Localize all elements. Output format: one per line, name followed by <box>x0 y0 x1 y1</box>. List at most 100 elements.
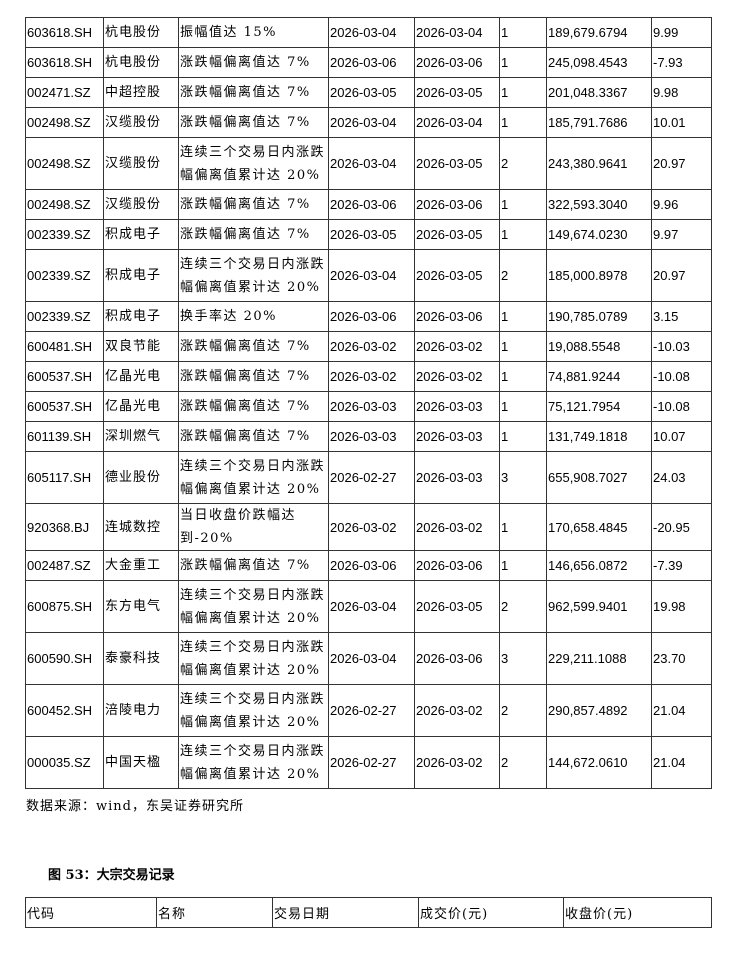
header-deal-price: 成交价(元) <box>418 897 564 928</box>
stock-code-cell: 600537.SH <box>25 361 104 392</box>
start-date-cell: 2026-03-04 <box>328 137 415 190</box>
header-close-price: 收盘价(元) <box>563 897 712 928</box>
count-cell: 1 <box>499 301 547 332</box>
amount-cell: 170,658.4845 <box>546 503 652 551</box>
start-date-cell: 2026-03-04 <box>328 249 415 302</box>
reason-cell: 连续三个交易日内涨跌幅偏离值累计达 20% <box>178 736 329 789</box>
end-date-cell: 2026-03-02 <box>414 331 500 362</box>
stock-name-cell: 亿晶光电 <box>103 391 179 422</box>
amount-cell: 229,211.1088 <box>546 632 652 685</box>
count-cell: 2 <box>499 684 547 737</box>
end-date-cell: 2026-03-05 <box>414 77 500 108</box>
start-date-cell: 2026-03-05 <box>328 77 415 108</box>
count-cell: 1 <box>499 219 547 250</box>
table-row: 002498.SZ 汉缆股份 涨跌幅偏离值达 7% 2026-03-04 2026-03… <box>25 107 712 138</box>
reason-cell: 涨跌幅偏离值达 7% <box>178 421 329 452</box>
amount-cell: 245,098.4543 <box>546 47 652 78</box>
change-pct-cell: 9.98 <box>651 77 712 108</box>
stock-name-cell: 中超控股 <box>103 77 179 108</box>
stock-code-cell: 600537.SH <box>25 391 104 422</box>
reason-cell: 换手率达 20% <box>178 301 329 332</box>
change-pct-cell: 24.03 <box>651 451 712 504</box>
count-cell: 1 <box>499 47 547 78</box>
count-cell: 1 <box>499 421 547 452</box>
table-row: 000035.SZ 中国天楹 连续三个交易日内涨跌幅偏离值累计达 20% 2026-0… <box>25 736 712 789</box>
table-row: 600537.SH 亿晶光电 涨跌幅偏离值达 7% 2026-03-03 2026-03… <box>25 391 712 422</box>
stock-name-cell: 泰豪科技 <box>103 632 179 685</box>
change-pct-cell: 21.04 <box>651 736 712 789</box>
header-code: 代码 <box>25 897 157 928</box>
reason-cell: 涨跌幅偏离值达 7% <box>178 361 329 392</box>
stock-code-cell: 002339.SZ <box>25 219 104 250</box>
block-trade-table: 代码 名称 交易日期 成交价(元) 收盘价(元) <box>25 897 712 928</box>
stock-name-cell: 积成电子 <box>103 249 179 302</box>
reason-cell: 连续三个交易日内涨跌幅偏离值累计达 20% <box>178 137 329 190</box>
change-pct-cell: 10.07 <box>651 421 712 452</box>
stock-name-cell: 德业股份 <box>103 451 179 504</box>
start-date-cell: 2026-03-06 <box>328 301 415 332</box>
stock-name-cell: 汉缆股份 <box>103 137 179 190</box>
end-date-cell: 2026-03-04 <box>414 17 500 48</box>
stock-name-cell: 积成电子 <box>103 301 179 332</box>
count-cell: 1 <box>499 107 547 138</box>
table-row: 920368.BJ 连城数控 当日收盘价跌幅达到-20% 2026-03-02 2026… <box>25 503 712 551</box>
count-cell: 1 <box>499 550 547 581</box>
reason-cell: 涨跌幅偏离值达 7% <box>178 189 329 220</box>
change-pct-cell: -20.95 <box>651 503 712 551</box>
table-row: 601139.SH 深圳燃气 涨跌幅偏离值达 7% 2026-03-03 2026-03… <box>25 421 712 452</box>
change-pct-cell: 20.97 <box>651 137 712 190</box>
count-cell: 2 <box>499 736 547 789</box>
end-date-cell: 2026-03-02 <box>414 736 500 789</box>
table-row: 600452.SH 涪陵电力 连续三个交易日内涨跌幅偏离值累计达 20% 2026-0… <box>25 684 712 737</box>
amount-cell: 185,000.8978 <box>546 249 652 302</box>
end-date-cell: 2026-03-03 <box>414 451 500 504</box>
table-row: 600481.SH 双良节能 涨跌幅偏离值达 7% 2026-03-02 2026-03… <box>25 331 712 362</box>
count-cell: 1 <box>499 189 547 220</box>
start-date-cell: 2026-03-04 <box>328 17 415 48</box>
amount-cell: 131,749.1818 <box>546 421 652 452</box>
stock-name-cell: 深圳燃气 <box>103 421 179 452</box>
count-cell: 3 <box>499 632 547 685</box>
count-cell: 1 <box>499 391 547 422</box>
stock-code-cell: 600875.SH <box>25 580 104 633</box>
table-row: 002471.SZ 中超控股 涨跌幅偏离值达 7% 2026-03-05 2026-03… <box>25 77 712 108</box>
stock-code-cell: 600590.SH <box>25 632 104 685</box>
stock-code-cell: 002471.SZ <box>25 77 104 108</box>
change-pct-cell: 19.98 <box>651 580 712 633</box>
amount-cell: 146,656.0872 <box>546 550 652 581</box>
table-row: 002498.SZ 汉缆股份 连续三个交易日内涨跌幅偏离值累计达 20% 2026-0… <box>25 137 712 190</box>
stock-code-cell: 603618.SH <box>25 47 104 78</box>
table-row: 002487.SZ 大金重工 涨跌幅偏离值达 7% 2026-03-06 2026-03… <box>25 550 712 581</box>
amount-cell: 149,674.0230 <box>546 219 652 250</box>
abnormal-trading-table: 603618.SH 杭电股份 振幅值达 15% 2026-03-04 2026-03-0… <box>25 17 712 789</box>
count-cell: 1 <box>499 331 547 362</box>
stock-name-cell: 大金重工 <box>103 550 179 581</box>
reason-cell: 涨跌幅偏离值达 7% <box>178 47 329 78</box>
header-row: 代码 名称 交易日期 成交价(元) 收盘价(元) <box>25 897 712 928</box>
stock-code-cell: 000035.SZ <box>25 736 104 789</box>
start-date-cell: 2026-03-04 <box>328 580 415 633</box>
amount-cell: 190,785.0789 <box>546 301 652 332</box>
amount-cell: 290,857.4892 <box>546 684 652 737</box>
stock-name-cell: 连城数控 <box>103 503 179 551</box>
stock-code-cell: 002339.SZ <box>25 301 104 332</box>
end-date-cell: 2026-03-05 <box>414 580 500 633</box>
amount-cell: 201,048.3367 <box>546 77 652 108</box>
stock-code-cell: 002498.SZ <box>25 137 104 190</box>
table-row: 600590.SH 泰豪科技 连续三个交易日内涨跌幅偏离值累计达 20% 2026-0… <box>25 632 712 685</box>
header-name: 名称 <box>156 897 273 928</box>
table-row: 603618.SH 杭电股份 振幅值达 15% 2026-03-04 2026-03-0… <box>25 17 712 48</box>
change-pct-cell: 9.96 <box>651 189 712 220</box>
end-date-cell: 2026-03-02 <box>414 503 500 551</box>
stock-code-cell: 600481.SH <box>25 331 104 362</box>
change-pct-cell: 9.99 <box>651 17 712 48</box>
start-date-cell: 2026-03-06 <box>328 550 415 581</box>
stock-name-cell: 涪陵电力 <box>103 684 179 737</box>
change-pct-cell: -10.08 <box>651 361 712 392</box>
change-pct-cell: 23.70 <box>651 632 712 685</box>
stock-code-cell: 600452.SH <box>25 684 104 737</box>
amount-cell: 962,599.9401 <box>546 580 652 633</box>
count-cell: 1 <box>499 17 547 48</box>
start-date-cell: 2026-03-03 <box>328 391 415 422</box>
stock-code-cell: 920368.BJ <box>25 503 104 551</box>
